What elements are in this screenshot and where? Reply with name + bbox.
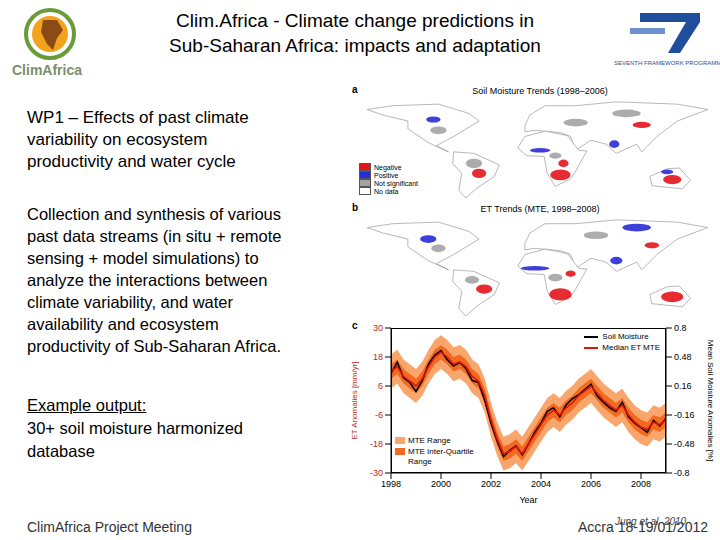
html-text:Median ET MTE: Median ET MTE xyxy=(602,343,660,352)
html-text:ET Trends (MTE, 1998–2008): ET Trends (MTE, 1998–2008) xyxy=(480,204,600,214)
svg-text:ET Anomalies [mm/yr]: ET Anomalies [mm/yr] xyxy=(350,361,359,439)
svg-text:2004: 2004 xyxy=(531,479,551,489)
html-text:Soil Moisture: Soil Moisture xyxy=(602,332,649,341)
svg-text:Year: Year xyxy=(519,495,537,505)
html-text:past data streams (in situ + r: past data streams (in situ + remote xyxy=(27,227,282,245)
html-text:Collection and synthesis of va: Collection and synthesis of various xyxy=(27,205,282,223)
html-text:ClimAfrica Project Meeting: ClimAfrica Project Meeting xyxy=(27,519,192,535)
html-text:sensing + model simulations) t: sensing + model simulations) to xyxy=(27,249,259,267)
svg-text:2006: 2006 xyxy=(581,479,601,489)
html-text:Example output:: Example output: xyxy=(27,396,147,414)
html-text:30+ soil moisture harmonized: 30+ soil moisture harmonized xyxy=(27,419,243,437)
html-text:WP1 – Effects of past climate: WP1 – Effects of past climate xyxy=(27,108,249,127)
html-text:Not significant: Not significant xyxy=(374,179,418,187)
html-text:availability and ecosystem: availability and ecosystem xyxy=(27,315,219,333)
html-text:c: c xyxy=(352,320,358,331)
svg-text:-6: -6 xyxy=(375,410,383,420)
html-text:MTE Inter-Quartile Range: MTE Inter-Quartile Range xyxy=(408,447,474,466)
svg-text:-0.8: -0.8 xyxy=(674,468,690,478)
html-text:b: b xyxy=(352,202,359,213)
svg-text:18: 18 xyxy=(373,352,383,362)
svg-text:30: 30 xyxy=(373,323,383,333)
svg-text:0.8: 0.8 xyxy=(674,323,687,333)
html-text:ClimAfrica: ClimAfrica xyxy=(12,62,82,78)
svg-text:-0.16: -0.16 xyxy=(674,410,695,420)
html-text:a: a xyxy=(352,84,358,95)
html-text:productivity of Sub-Saharan Af: productivity of Sub-Saharan Africa. xyxy=(27,337,282,355)
svg-text:2002: 2002 xyxy=(481,479,501,489)
html-text:climate variability, and water: climate variability, and water xyxy=(27,293,233,311)
svg-text:-18: -18 xyxy=(370,439,383,449)
html-text:analyze the interactions betwe: analyze the interactions between xyxy=(27,271,268,289)
html-text:Negative: Negative xyxy=(374,163,402,171)
html-text:database: database xyxy=(27,442,95,460)
html-text:Accra 18-19/01/2012: Accra 18-19/01/2012 xyxy=(578,519,708,535)
html-text:Positive: Positive xyxy=(374,171,399,179)
svg-text:Mean Soil Moisture Anomalies [: Mean Soil Moisture Anomalies [%] xyxy=(706,340,712,461)
svg-text:2000: 2000 xyxy=(431,479,451,489)
html-text:MTE Range: MTE Range xyxy=(408,436,451,445)
svg-text:0.16: 0.16 xyxy=(674,381,692,391)
svg-text:6: 6 xyxy=(378,381,383,391)
html-text:Clim.Africa - Climate change p: Clim.Africa - Climate change predictions… xyxy=(176,10,534,31)
svg-text:1998: 1998 xyxy=(381,479,401,489)
svg-text:0.48: 0.48 xyxy=(674,352,692,362)
svg-text:2008: 2008 xyxy=(631,479,651,489)
html-text:productivity and water cycle: productivity and water cycle xyxy=(27,152,236,171)
html-text:Sub-Saharan Africa: impacts an: Sub-Saharan Africa: impacts and adaptati… xyxy=(169,35,541,56)
svg-text:-0.48: -0.48 xyxy=(674,439,695,449)
html-text:Soil Moisture Trends (1998–200: Soil Moisture Trends (1998–2006) xyxy=(472,86,608,96)
html-text:variability on ecosystem: variability on ecosystem xyxy=(27,130,208,149)
html-text:No data: No data xyxy=(374,187,399,195)
svg-text:-30: -30 xyxy=(370,468,383,478)
html-text:Jung et al. 2010: Jung et al. 2010 xyxy=(615,516,687,527)
